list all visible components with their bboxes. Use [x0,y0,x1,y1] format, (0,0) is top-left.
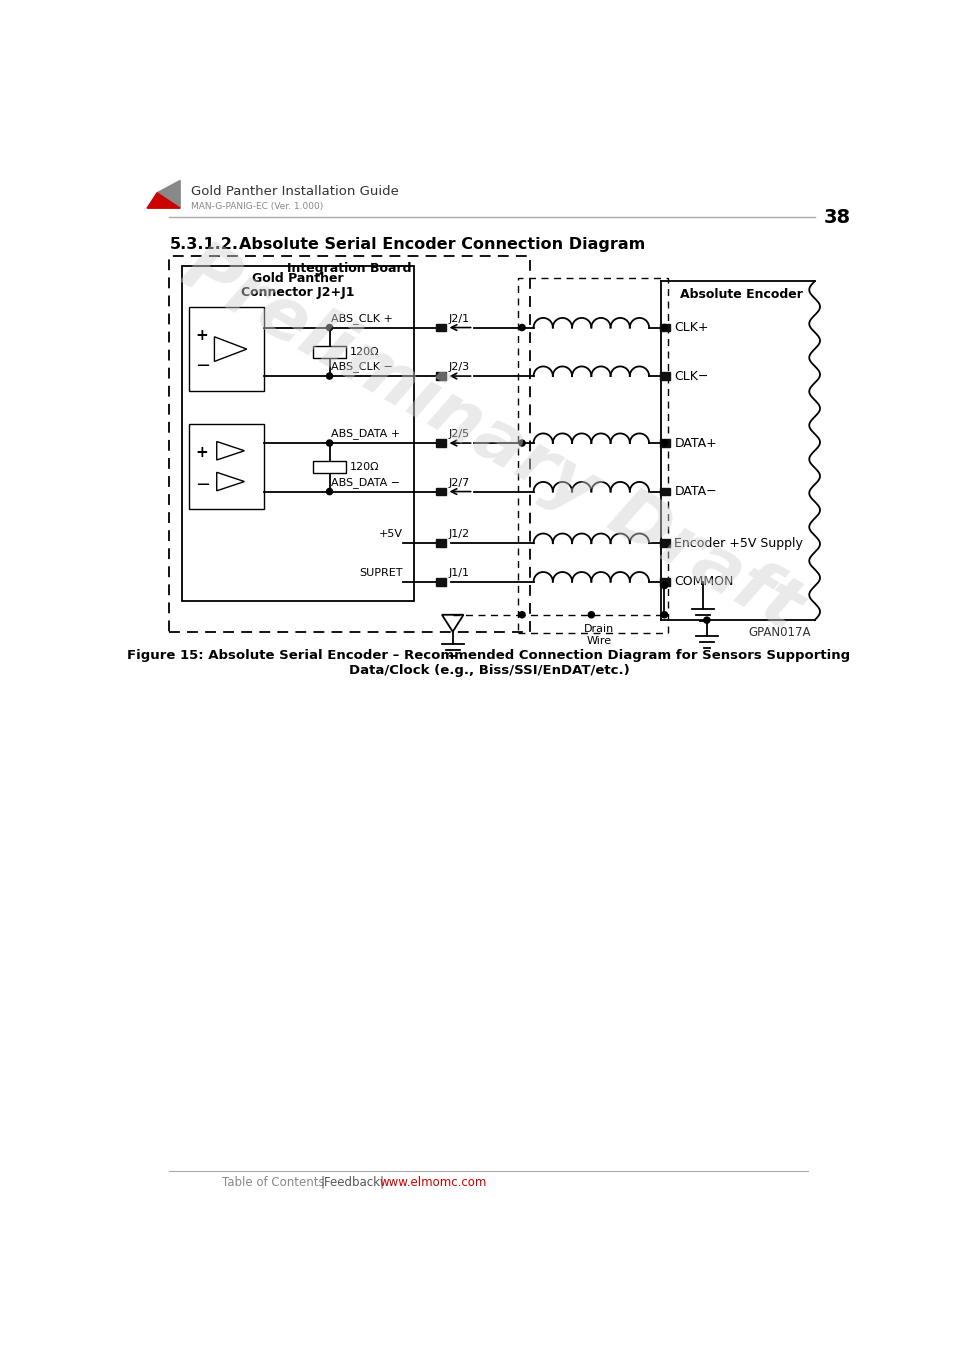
Circle shape [660,324,667,331]
Bar [659,324,670,331]
Text: Gold Panther: Gold Panther [252,273,343,285]
Text: −: − [195,356,211,375]
Text: Connector J2+J1: Connector J2+J1 [241,286,355,298]
Circle shape [703,617,709,624]
Circle shape [326,373,333,379]
Text: Absolute Encoder: Absolute Encoder [679,288,802,301]
Text: ABS_DATA +: ABS_DATA + [331,428,399,439]
Text: +: + [195,328,208,343]
Text: SUPRET: SUPRET [359,568,402,578]
Bar [659,487,670,495]
Text: 120Ω: 120Ω [349,462,378,472]
Text: J2/3: J2/3 [449,362,470,373]
Circle shape [326,489,333,494]
Text: Gold Panther Installation Guide: Gold Panther Installation Guide [191,185,398,197]
Polygon shape [147,193,180,208]
Text: 5.3.1.2.: 5.3.1.2. [170,238,238,252]
Bar [517,278,668,633]
Text: CLK−: CLK− [674,370,708,382]
Text: MAN-G-PANIG-EC (Ver. 1.000): MAN-G-PANIG-EC (Ver. 1.000) [191,202,323,211]
Bar [170,256,529,632]
Text: −: − [195,475,211,494]
Text: Encoder +5V Supply: Encoder +5V Supply [674,537,802,549]
Bar [659,539,670,547]
Bar [190,424,264,509]
Bar [436,539,446,547]
Text: +5V: +5V [378,529,402,539]
Polygon shape [157,181,180,208]
Circle shape [518,440,524,446]
Text: DATA−: DATA− [674,485,717,498]
Text: J1/1: J1/1 [449,568,470,578]
Text: Drain
Wire: Drain Wire [583,624,614,645]
Text: DATA+: DATA+ [674,436,717,450]
Bar [181,266,414,601]
Text: Table of Contents: Table of Contents [221,1176,324,1189]
Circle shape [326,440,333,446]
Text: Figure 15: Absolute Serial Encoder – Recommended Connection Diagram for Sensors : Figure 15: Absolute Serial Encoder – Rec… [128,648,849,662]
Bar [436,578,446,586]
Text: ABS_CLK −: ABS_CLK − [331,362,393,373]
Text: ABS_DATA −: ABS_DATA − [331,477,399,487]
Bar [436,439,446,447]
Circle shape [660,440,667,446]
Bar [190,306,264,391]
Text: 120Ω: 120Ω [349,347,378,356]
Text: CLK+: CLK+ [674,321,708,333]
Text: J2/1: J2/1 [449,313,470,324]
Bar [436,324,446,331]
Text: J2/7: J2/7 [449,478,470,487]
Circle shape [660,582,667,589]
Text: 38: 38 [823,208,850,227]
Bar [659,578,670,586]
Circle shape [588,612,594,618]
Text: Preliminary Draft: Preliminary Draft [170,234,812,645]
Text: Data/Clock (e.g., Biss/SSI/EnDAT/etc.): Data/Clock (e.g., Biss/SSI/EnDAT/etc.) [348,664,629,678]
Bar [659,373,670,379]
Bar [659,439,670,447]
Bar [436,373,446,379]
Text: Absolute Serial Encoder Connection Diagram: Absolute Serial Encoder Connection Diagr… [238,238,644,252]
Bar [436,487,446,495]
Circle shape [660,612,667,618]
Text: |Feedback|: |Feedback| [320,1176,384,1189]
Circle shape [326,324,333,331]
Text: COMMON: COMMON [674,575,733,589]
Text: www.elmomc.com: www.elmomc.com [379,1176,486,1189]
Text: J1/2: J1/2 [449,529,470,539]
Text: Integration Board: Integration Board [287,262,412,275]
Bar [313,346,345,358]
Text: +: + [195,444,208,460]
Bar [313,462,345,474]
Text: GPAN017A: GPAN017A [747,626,810,640]
Text: ABS_CLK +: ABS_CLK + [331,313,393,324]
Text: J2/5: J2/5 [449,429,470,439]
Circle shape [518,612,524,618]
Circle shape [518,324,524,331]
